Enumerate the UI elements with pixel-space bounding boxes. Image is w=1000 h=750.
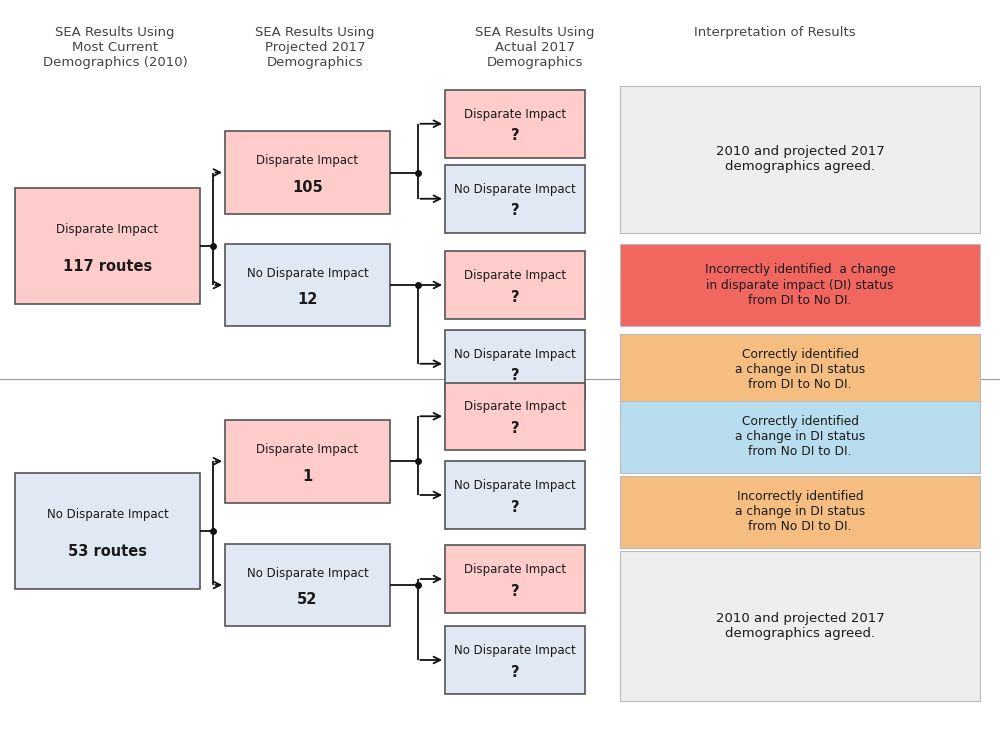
Text: Interpretation of Results: Interpretation of Results <box>694 26 856 39</box>
Text: No Disparate Impact: No Disparate Impact <box>454 479 576 492</box>
Text: ?: ? <box>511 290 519 304</box>
FancyBboxPatch shape <box>445 382 585 450</box>
FancyBboxPatch shape <box>15 472 200 589</box>
FancyBboxPatch shape <box>225 131 390 214</box>
Text: 2010 and projected 2017
demographics agreed.: 2010 and projected 2017 demographics agr… <box>716 146 884 173</box>
Text: Correctly identified
a change in DI status
from DI to No DI.: Correctly identified a change in DI stat… <box>735 348 865 391</box>
Text: No Disparate Impact: No Disparate Impact <box>454 183 576 196</box>
Text: No Disparate Impact: No Disparate Impact <box>247 567 368 580</box>
FancyBboxPatch shape <box>620 334 980 405</box>
Text: ?: ? <box>511 584 519 598</box>
FancyBboxPatch shape <box>225 420 390 503</box>
Text: SEA Results Using
Projected 2017
Demographics: SEA Results Using Projected 2017 Demogra… <box>255 26 375 69</box>
FancyBboxPatch shape <box>225 244 390 326</box>
Text: ?: ? <box>511 128 519 143</box>
Text: Disparate Impact: Disparate Impact <box>256 154 359 167</box>
Text: 53 routes: 53 routes <box>68 544 147 559</box>
Text: Disparate Impact: Disparate Impact <box>464 269 566 282</box>
Text: 12: 12 <box>297 292 318 308</box>
FancyBboxPatch shape <box>15 188 200 304</box>
FancyBboxPatch shape <box>445 461 585 529</box>
Text: Disparate Impact: Disparate Impact <box>56 223 159 236</box>
FancyBboxPatch shape <box>445 251 585 319</box>
Text: ?: ? <box>511 664 519 680</box>
FancyBboxPatch shape <box>445 626 585 694</box>
Text: ?: ? <box>511 500 519 514</box>
FancyBboxPatch shape <box>445 90 585 158</box>
Text: No Disparate Impact: No Disparate Impact <box>454 348 576 361</box>
FancyBboxPatch shape <box>620 401 980 472</box>
FancyBboxPatch shape <box>445 165 585 232</box>
Text: Disparate Impact: Disparate Impact <box>464 563 566 576</box>
Text: 52: 52 <box>297 592 318 608</box>
Text: 2010 and projected 2017
demographics agreed.: 2010 and projected 2017 demographics agr… <box>716 612 884 640</box>
Text: Disparate Impact: Disparate Impact <box>256 443 359 456</box>
Text: 105: 105 <box>292 180 323 195</box>
Text: 117 routes: 117 routes <box>63 259 152 274</box>
FancyBboxPatch shape <box>620 551 980 701</box>
Text: ?: ? <box>511 203 519 218</box>
FancyBboxPatch shape <box>445 545 585 613</box>
Text: SEA Results Using
Actual 2017
Demographics: SEA Results Using Actual 2017 Demographi… <box>475 26 595 69</box>
Text: Disparate Impact: Disparate Impact <box>464 108 566 121</box>
FancyBboxPatch shape <box>620 244 980 326</box>
Text: No Disparate Impact: No Disparate Impact <box>247 267 368 280</box>
Text: No Disparate Impact: No Disparate Impact <box>47 508 168 520</box>
FancyBboxPatch shape <box>225 544 390 626</box>
Text: ?: ? <box>511 421 519 436</box>
Text: SEA Results Using
Most Current
Demographics (2010): SEA Results Using Most Current Demograph… <box>43 26 187 69</box>
Text: Incorrectly identified  a change
in disparate impact (DI) status
from DI to No D: Incorrectly identified a change in dispa… <box>705 263 895 307</box>
Text: Correctly identified
a change in DI status
from No DI to DI.: Correctly identified a change in DI stat… <box>735 416 865 458</box>
Text: No Disparate Impact: No Disparate Impact <box>454 644 576 657</box>
Text: 1: 1 <box>302 469 313 484</box>
FancyBboxPatch shape <box>620 86 980 232</box>
Text: Disparate Impact: Disparate Impact <box>464 400 566 413</box>
FancyBboxPatch shape <box>445 330 585 398</box>
Text: Incorrectly identified
a change in DI status
from No DI to DI.: Incorrectly identified a change in DI st… <box>735 490 865 533</box>
FancyBboxPatch shape <box>620 476 980 548</box>
Text: ?: ? <box>511 368 519 383</box>
